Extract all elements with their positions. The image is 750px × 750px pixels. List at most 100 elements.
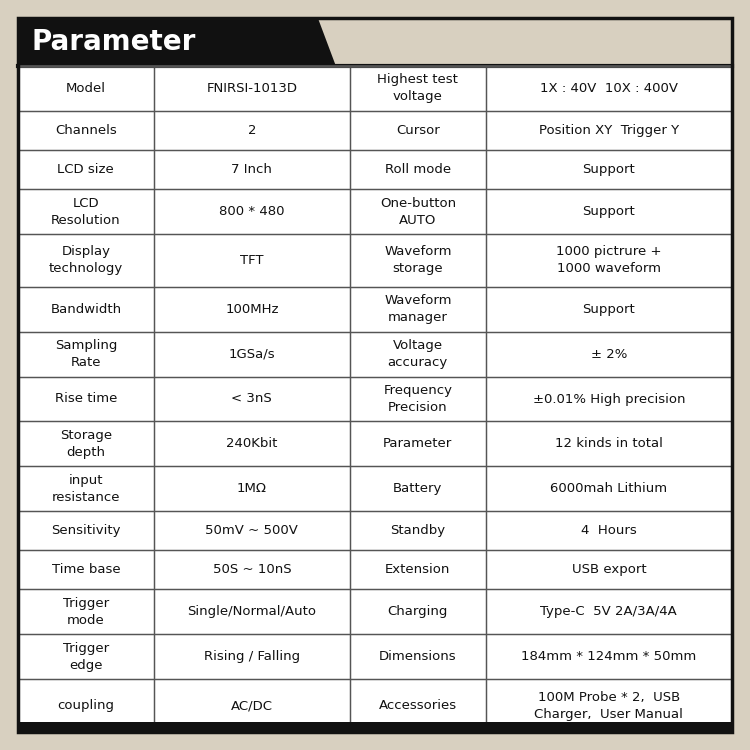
- Bar: [350, 680, 486, 732]
- Bar: [18, 422, 154, 466]
- Text: Storage
depth: Storage depth: [60, 429, 112, 459]
- Bar: [486, 512, 732, 550]
- Bar: [18, 376, 732, 422]
- Text: Cursor: Cursor: [396, 124, 439, 137]
- Bar: [154, 466, 350, 512]
- Text: Dimensions: Dimensions: [379, 650, 457, 663]
- Bar: [18, 189, 732, 234]
- Bar: [154, 422, 350, 466]
- Bar: [18, 466, 154, 512]
- Bar: [350, 634, 486, 680]
- Text: Extension: Extension: [386, 563, 451, 577]
- Text: 50S ~ 10nS: 50S ~ 10nS: [212, 563, 291, 577]
- Bar: [486, 422, 732, 466]
- Bar: [154, 111, 350, 150]
- Text: Rising / Falling: Rising / Falling: [204, 650, 300, 663]
- Bar: [486, 466, 732, 512]
- Bar: [18, 66, 154, 111]
- Bar: [154, 376, 350, 422]
- Text: Support: Support: [583, 163, 635, 176]
- Text: Charging: Charging: [388, 605, 448, 619]
- Text: Parameter: Parameter: [32, 28, 197, 56]
- Text: Highest test
voltage: Highest test voltage: [377, 74, 458, 104]
- Bar: [486, 590, 732, 634]
- Bar: [18, 512, 154, 550]
- Bar: [154, 234, 350, 286]
- Text: Standby: Standby: [390, 524, 445, 537]
- Bar: [18, 634, 732, 680]
- Polygon shape: [318, 18, 732, 66]
- Text: TFT: TFT: [240, 254, 263, 267]
- Bar: [154, 150, 350, 189]
- Bar: [154, 332, 350, 376]
- Bar: [18, 422, 732, 466]
- Bar: [18, 680, 154, 732]
- Bar: [18, 18, 732, 66]
- Bar: [486, 111, 732, 150]
- Text: 1GSa/s: 1GSa/s: [229, 347, 275, 361]
- Bar: [154, 66, 350, 111]
- Bar: [18, 66, 732, 732]
- Bar: [486, 634, 732, 680]
- Text: Sensitivity: Sensitivity: [51, 524, 121, 537]
- Text: 50mV ~ 500V: 50mV ~ 500V: [206, 524, 298, 537]
- Text: 7 Inch: 7 Inch: [232, 163, 272, 176]
- Bar: [486, 550, 732, 590]
- Text: Accessories: Accessories: [379, 699, 457, 712]
- Bar: [350, 590, 486, 634]
- Bar: [154, 512, 350, 550]
- Bar: [18, 466, 732, 512]
- Bar: [18, 722, 732, 732]
- Text: Sampling
Rate: Sampling Rate: [55, 339, 117, 369]
- Bar: [18, 111, 732, 150]
- Bar: [486, 150, 732, 189]
- Text: Bandwidth: Bandwidth: [50, 303, 122, 316]
- Text: LCD
Resolution: LCD Resolution: [51, 196, 121, 226]
- Text: Support: Support: [583, 303, 635, 316]
- Bar: [350, 234, 486, 286]
- Bar: [18, 286, 732, 332]
- Bar: [350, 376, 486, 422]
- Text: ±0.01% High precision: ±0.01% High precision: [532, 392, 685, 406]
- Bar: [18, 634, 154, 680]
- Text: Battery: Battery: [393, 482, 442, 495]
- Bar: [350, 512, 486, 550]
- Bar: [18, 234, 732, 286]
- Text: < 3nS: < 3nS: [232, 392, 272, 406]
- Bar: [18, 512, 732, 550]
- Bar: [486, 66, 732, 111]
- Bar: [154, 189, 350, 234]
- Text: 184mm * 124mm * 50mm: 184mm * 124mm * 50mm: [521, 650, 697, 663]
- Bar: [350, 66, 486, 111]
- Text: 4  Hours: 4 Hours: [581, 524, 637, 537]
- Text: 100M Probe * 2,  USB
Charger,  User Manual: 100M Probe * 2, USB Charger, User Manual: [535, 691, 683, 721]
- Text: AC/DC: AC/DC: [231, 699, 273, 712]
- Bar: [18, 376, 154, 422]
- Text: 6000mah Lithium: 6000mah Lithium: [550, 482, 668, 495]
- Bar: [154, 680, 350, 732]
- Text: Frequency
Precision: Frequency Precision: [383, 384, 452, 414]
- Bar: [18, 286, 154, 332]
- Text: 240Kbit: 240Kbit: [226, 437, 278, 451]
- Text: Trigger
edge: Trigger edge: [63, 642, 109, 672]
- Text: 800 * 480: 800 * 480: [219, 205, 284, 218]
- Bar: [350, 150, 486, 189]
- Text: Time base: Time base: [52, 563, 120, 577]
- Bar: [18, 332, 154, 376]
- Bar: [350, 189, 486, 234]
- Text: Trigger
mode: Trigger mode: [63, 597, 109, 627]
- Text: Position XY  Trigger Y: Position XY Trigger Y: [538, 124, 679, 137]
- Text: Model: Model: [66, 82, 106, 95]
- Text: One-button
AUTO: One-button AUTO: [380, 196, 456, 226]
- Text: 1X : 40V  10X : 400V: 1X : 40V 10X : 400V: [540, 82, 678, 95]
- Bar: [154, 286, 350, 332]
- Bar: [18, 189, 154, 234]
- Bar: [18, 66, 732, 111]
- Text: Single/Normal/Auto: Single/Normal/Auto: [188, 605, 316, 619]
- Bar: [18, 550, 154, 590]
- Bar: [350, 286, 486, 332]
- Bar: [18, 590, 732, 634]
- Bar: [154, 550, 350, 590]
- Text: Type-C  5V 2A/3A/4A: Type-C 5V 2A/3A/4A: [541, 605, 677, 619]
- Text: LCD size: LCD size: [58, 163, 114, 176]
